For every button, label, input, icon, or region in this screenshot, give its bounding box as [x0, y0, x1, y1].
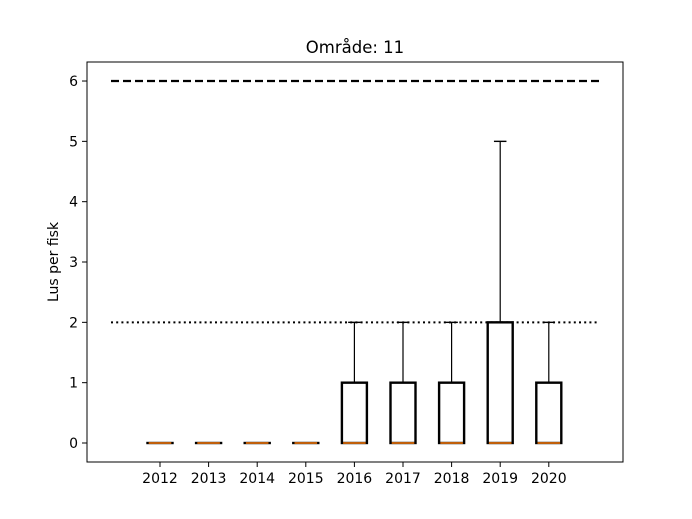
y-tick-label: 5 [69, 134, 78, 150]
plot-frame [86, 61, 624, 463]
y-tick-label: 0 [69, 436, 78, 452]
box-2019 [486, 140, 514, 445]
x-tick-label: 2012 [142, 471, 178, 487]
x-tick-label: 2013 [191, 471, 227, 487]
x-tick-label: 2014 [239, 471, 275, 487]
box-rect [535, 381, 563, 445]
y-tick-label: 2 [69, 315, 78, 331]
boxes [146, 140, 563, 445]
x-tick-label: 2017 [385, 471, 421, 487]
reference-lines [111, 79, 599, 324]
box-2018 [437, 321, 466, 445]
box-rect [389, 381, 417, 445]
box-rect [486, 321, 514, 445]
box-2020 [535, 321, 563, 445]
y-tick-label: 6 [69, 74, 78, 90]
axes: 0 1 2 3 4 5 6 2012 2013 2014 2015 2016 2017 2018 2019 2… [69, 74, 567, 487]
box-2017 [389, 321, 417, 445]
x-tick-label: 2019 [482, 471, 518, 487]
box-rect [340, 381, 369, 445]
x-tick-label: 2015 [288, 471, 324, 487]
x-tick-label: 2020 [531, 471, 567, 487]
x-tick-label: 2016 [337, 471, 373, 487]
x-tick-label: 2018 [434, 471, 470, 487]
y-tick-label: 1 [69, 376, 78, 392]
chart-title: Område: 11 [306, 38, 404, 57]
y-tick-label: 3 [69, 255, 78, 271]
box-2016 [340, 321, 369, 445]
y-axis-label: Lus per fisk [46, 221, 62, 302]
box-rect [437, 381, 466, 445]
y-tick-label: 4 [69, 195, 78, 211]
